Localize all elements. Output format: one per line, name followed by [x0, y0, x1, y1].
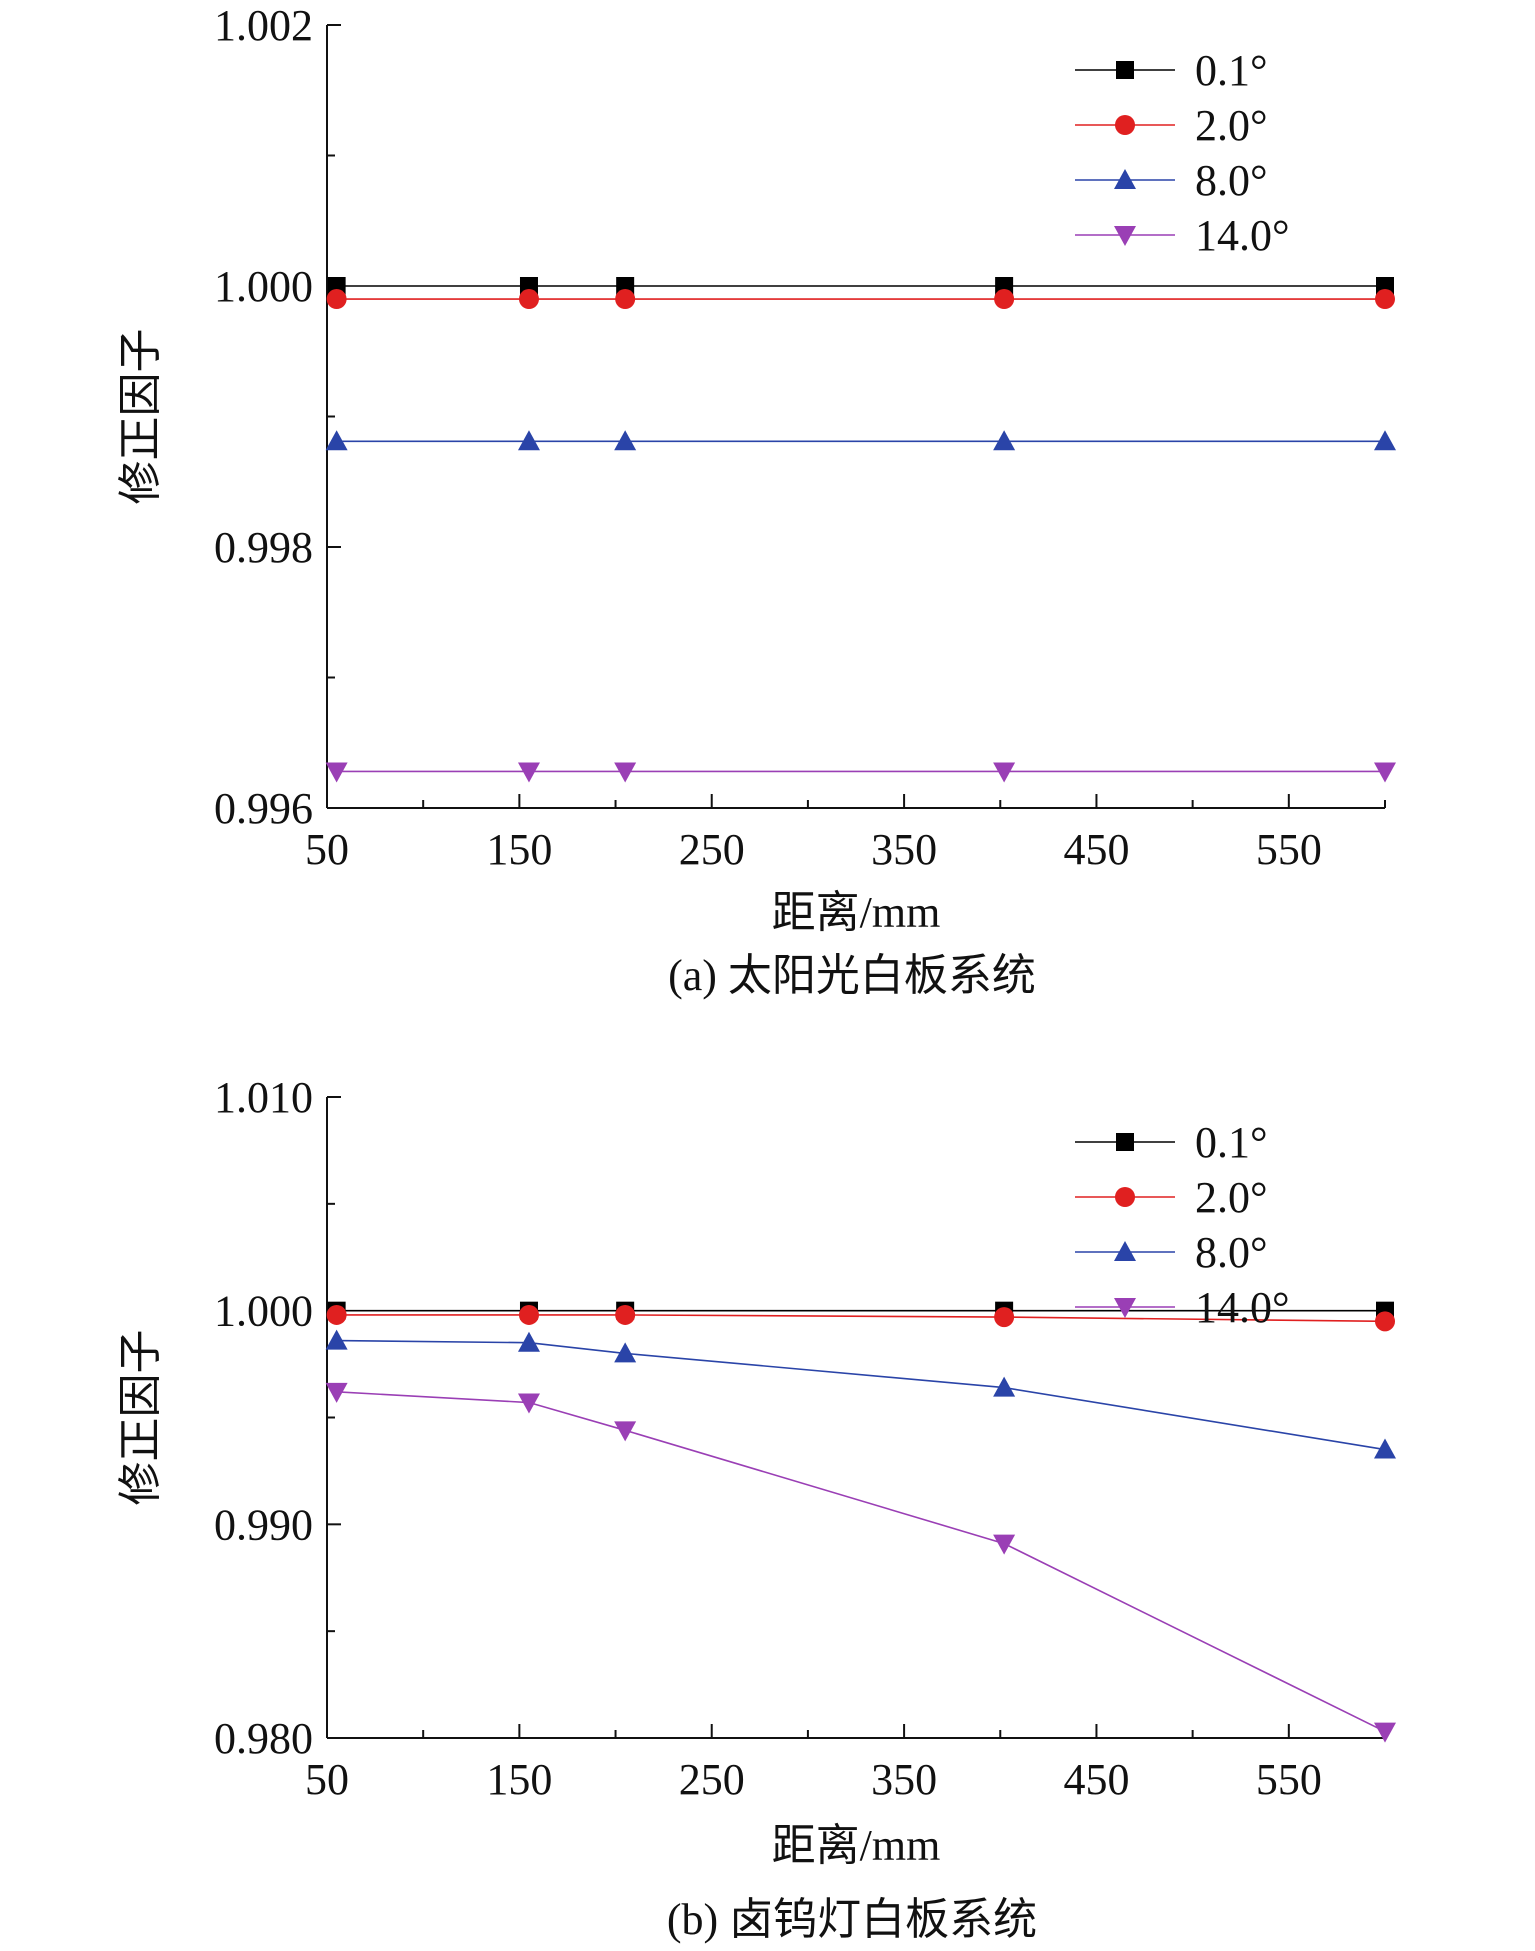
panel-b-y-tick-label: 0.980: [214, 1714, 313, 1763]
panel-a-data-point: [994, 289, 1015, 310]
panel-b-data-point: [325, 1329, 348, 1350]
panel-a-data-point: [614, 430, 637, 451]
panel-a-x-tick-label: 350: [871, 825, 937, 874]
panel-a-y-tick-label: 0.998: [214, 523, 313, 572]
panel-a-data-point: [993, 762, 1016, 783]
panel-b-legend-marker: [1116, 1133, 1134, 1151]
panel-b-data-point: [993, 1376, 1016, 1397]
panel-a-y-tick-label: 1.002: [214, 1, 313, 50]
panel-b-y-tick-label: 1.000: [214, 1287, 313, 1336]
panel-a-data-point: [1374, 762, 1396, 783]
panel-a-x-tick-label: 450: [1063, 825, 1129, 874]
panel-b-x-axis-title: 距离/mm: [772, 1821, 941, 1870]
panel-a-data-point: [614, 762, 637, 783]
panel-a-data-point: [1374, 430, 1396, 451]
panel-b-x-tick-label: 150: [486, 1755, 552, 1804]
panel-b-y-tick-label: 0.990: [214, 1500, 313, 1549]
panel-b-series-line: [336, 1339, 1386, 1451]
panel-b-legend-label: 2.0°: [1195, 1173, 1268, 1222]
panel-a-caption: (a) 太阳光白板系统: [668, 951, 1036, 1000]
panel-a-data-point: [993, 430, 1016, 451]
panel-b-data-point: [614, 1342, 637, 1363]
panel-b-legend-label: 0.1°: [1195, 1118, 1268, 1167]
panel-b-data-point: [517, 1331, 540, 1352]
panel-b-caption: (b) 卤钨灯白板系统: [667, 1895, 1037, 1944]
panel-b-x-tick-label: 450: [1063, 1755, 1129, 1804]
panel-a-x-tick-label: 50: [305, 825, 349, 874]
panel-a-legend-marker: [1114, 226, 1136, 246]
panel-b-x-tick-label: 50: [305, 1755, 349, 1804]
panel-b-y-axis-title: 修正因子: [116, 1330, 165, 1506]
panel-b-x-tick-label: 250: [679, 1755, 745, 1804]
panel-b-data-point: [517, 1393, 540, 1414]
panel-b-data-point: [615, 1304, 636, 1325]
panel-a-data-point: [517, 762, 540, 783]
panel-a-legend-label: 0.1°: [1195, 46, 1268, 95]
panel-b-chart: 0.980 0.990 1.000 1.010 50 150 250 350 450 550 距离/…: [116, 1073, 1396, 1870]
panel-a-x-axis-title: 距离/mm: [772, 888, 941, 937]
panel-a-data-point: [325, 762, 348, 783]
panel-a-data-point: [326, 289, 347, 310]
panel-b-legend-marker: [1114, 1298, 1136, 1318]
panel-b-legend-label: 8.0°: [1195, 1228, 1268, 1277]
panel-a-legend-marker: [1116, 61, 1134, 79]
panel-a-data-point: [1375, 289, 1395, 310]
panel-a-data-point: [518, 289, 539, 310]
panel-a-chart: 0.996 0.998 1.000 1.002 50 150 250 350 450 550 距离/…: [116, 1, 1396, 937]
panel-a-x-tick-label: 550: [1256, 825, 1322, 874]
panel-a-data-point: [517, 430, 540, 451]
panel-a-legend-label: 14.0°: [1195, 211, 1290, 260]
panel-b-x-tick-label: 350: [871, 1755, 937, 1804]
panel-b-legend-marker: [1114, 1241, 1136, 1261]
panel-b-data-point: [1374, 1722, 1396, 1743]
panel-b-data-point: [325, 1382, 348, 1403]
panel-b-legend-marker: [1115, 1187, 1135, 1207]
panel-a-legend-marker: [1115, 115, 1135, 135]
panel-a-legend-marker: [1114, 169, 1136, 189]
panel-b-data-point: [326, 1304, 347, 1325]
panel-a-x-tick-label: 150: [486, 825, 552, 874]
panel-b-data-point: [993, 1534, 1016, 1555]
panel-b-x-tick-label: 550: [1256, 1755, 1322, 1804]
panel-b-data-point: [518, 1304, 539, 1325]
panel-b-series-line: [336, 1391, 1386, 1733]
panel-a-legend-label: 2.0°: [1195, 101, 1268, 150]
panel-a-x-tick-label: 250: [679, 825, 745, 874]
panel-a-y-tick-label: 1.000: [214, 262, 313, 311]
panel-b-data-point: [614, 1421, 637, 1442]
panel-a-y-axis-title: 修正因子: [116, 329, 165, 505]
panel-b-data-point: [994, 1307, 1015, 1328]
panel-a-data-point: [325, 430, 348, 451]
panel-b-data-point: [1374, 1438, 1396, 1459]
panel-b-legend-label: 14.0°: [1195, 1283, 1290, 1332]
panel-b-data-point: [1375, 1311, 1395, 1332]
panel-b-y-tick-label: 1.010: [214, 1073, 313, 1122]
panel-a-y-tick-label: 0.996: [214, 784, 313, 833]
panel-a-legend-label: 8.0°: [1195, 156, 1268, 205]
panel-a-data-point: [615, 289, 636, 310]
